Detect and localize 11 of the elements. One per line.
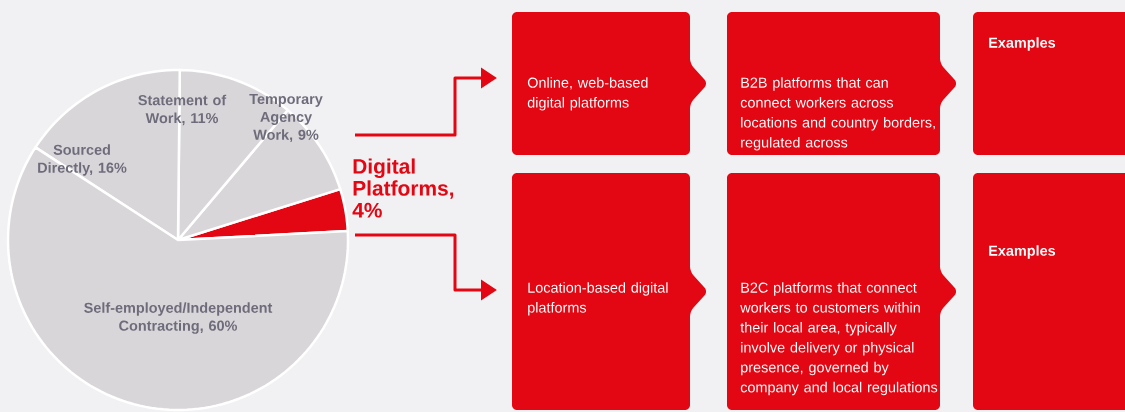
text: Location-based digital platforms bbox=[528, 282, 668, 316]
slice-label: Self-employed/Independent Contracting, 60% bbox=[84, 302, 273, 334]
text: Examples bbox=[989, 245, 1056, 259]
slice-label: Temporary Agency Work, 9% bbox=[249, 93, 323, 143]
slice-label: Sourced Directly, 16% bbox=[38, 144, 127, 176]
text: B2B platforms that can connect workers across locations and country borders, regulated across bbox=[740, 77, 935, 151]
text: Examples bbox=[989, 37, 1056, 51]
text: Online, web-based digital platforms bbox=[527, 77, 648, 111]
slice-label: Statement of Work, 11% bbox=[138, 94, 227, 126]
text: B2C platforms that connect workers to customers within their local area, typically involve delivery or physical presence, governed by company and local regulations bbox=[740, 282, 938, 396]
slice-label: Digital Platforms, 4% bbox=[352, 158, 454, 218]
